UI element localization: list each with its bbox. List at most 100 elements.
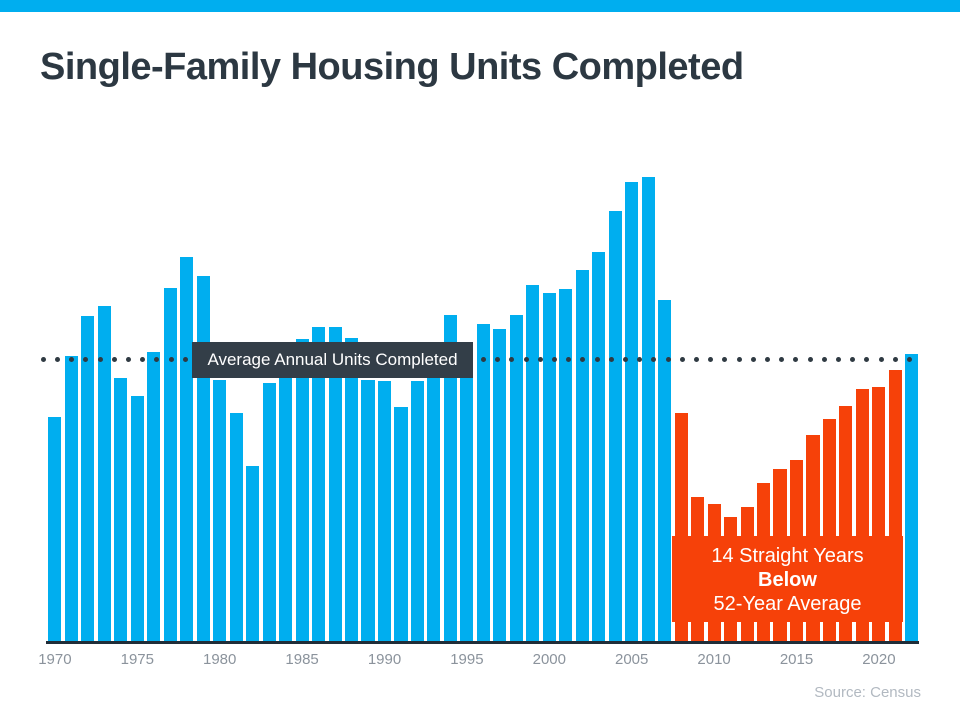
header-accent-bar xyxy=(0,0,960,12)
average-line-dot xyxy=(750,356,756,362)
average-line-dot xyxy=(892,356,898,362)
average-line-dot xyxy=(40,356,46,362)
bar-1986 xyxy=(312,327,326,642)
bar-2001 xyxy=(559,289,573,642)
average-line-dot xyxy=(906,356,912,362)
average-line-dot xyxy=(509,356,515,362)
bar-2000 xyxy=(542,293,556,642)
bar-1995 xyxy=(460,350,474,642)
bar-1980 xyxy=(213,380,227,642)
average-line-dot xyxy=(566,356,572,362)
bar-2005 xyxy=(625,182,639,642)
bar-2002 xyxy=(575,270,589,642)
average-line-dot xyxy=(140,356,146,362)
average-line-dot xyxy=(807,356,813,362)
annotation-line-2: Below xyxy=(758,569,817,591)
bar-1983 xyxy=(262,383,276,642)
x-tick-2000: 2000 xyxy=(532,651,566,668)
average-line-label: Average Annual Units Completed xyxy=(192,342,473,378)
average-line-dot xyxy=(168,356,174,362)
annotation-line-1: 14 Straight Years xyxy=(711,545,864,567)
bar-1994 xyxy=(443,315,457,642)
average-line-dot xyxy=(722,356,728,362)
average-line-dot xyxy=(779,356,785,362)
average-line-dot xyxy=(736,356,742,362)
bar-2004 xyxy=(608,211,622,642)
x-tick-2020: 2020 xyxy=(862,651,896,668)
bar-1991 xyxy=(394,407,408,642)
average-line-dot xyxy=(182,356,188,362)
average-line-dot xyxy=(125,356,131,362)
bar-1993 xyxy=(427,357,441,642)
bar-1985 xyxy=(295,339,309,642)
bar-2003 xyxy=(592,252,606,642)
average-line-dot xyxy=(69,356,75,362)
average-line-dot xyxy=(793,356,799,362)
x-tick-1985: 1985 xyxy=(285,651,319,668)
average-line-dot xyxy=(97,356,103,362)
x-tick-2015: 2015 xyxy=(779,651,814,668)
bar-1997 xyxy=(493,329,507,642)
bar-1978 xyxy=(180,257,194,642)
bar-1970 xyxy=(48,417,62,642)
average-line-dot xyxy=(637,356,643,362)
bar-2022 xyxy=(905,354,919,642)
average-line-dot xyxy=(693,356,699,362)
bar-1976 xyxy=(147,352,161,642)
x-tick-2010: 2010 xyxy=(697,651,731,668)
bar-1984 xyxy=(279,363,293,642)
average-line-dot xyxy=(480,356,486,362)
bar-1988 xyxy=(344,338,359,642)
average-line-dot xyxy=(878,356,884,362)
average-line-dot xyxy=(665,356,671,362)
bar-1998 xyxy=(509,315,523,642)
average-line-dot xyxy=(608,356,614,362)
average-line-dot xyxy=(622,356,628,362)
average-line-dot xyxy=(495,356,501,362)
average-line-dot xyxy=(594,356,600,362)
source-caption: Source: Census xyxy=(814,684,921,701)
bar-1974 xyxy=(114,378,128,642)
average-line-dot xyxy=(83,356,89,362)
bar-1972 xyxy=(81,316,95,642)
x-tick-1995: 1995 xyxy=(450,651,484,668)
bar-1971 xyxy=(64,356,78,642)
bar-1999 xyxy=(526,285,540,642)
annotation-line-3: 52-Year Average xyxy=(713,593,862,615)
average-line-dot xyxy=(764,356,770,362)
average-line-dot xyxy=(537,356,543,362)
average-line-dot xyxy=(821,356,827,362)
x-tick-1980: 1980 xyxy=(203,651,237,668)
average-line-dot xyxy=(551,356,557,362)
average-line-dot xyxy=(651,356,657,362)
average-line-dot xyxy=(850,356,856,362)
bar-1989 xyxy=(361,380,375,642)
bar-1979 xyxy=(196,276,210,642)
below-average-annotation: 14 Straight Years Below 52-Year Average xyxy=(672,536,903,622)
average-line-dot xyxy=(679,356,685,362)
bar-2007 xyxy=(658,300,672,642)
average-line-dot xyxy=(708,356,714,362)
bar-1996 xyxy=(476,324,490,642)
bar-1977 xyxy=(163,288,177,642)
average-line-dot xyxy=(523,356,529,362)
x-tick-1990: 1990 xyxy=(367,651,402,668)
average-line-dot xyxy=(864,356,870,362)
average-line-dot xyxy=(154,356,160,362)
x-axis xyxy=(46,641,919,644)
bar-1975 xyxy=(130,396,144,642)
bar-1973 xyxy=(97,306,111,642)
x-tick-1970: 1970 xyxy=(38,651,72,668)
bar-1982 xyxy=(246,466,260,642)
bar-1990 xyxy=(377,381,392,642)
x-tick-1975: 1975 xyxy=(120,651,154,668)
average-line-dot xyxy=(580,356,586,362)
x-tick-2005: 2005 xyxy=(615,651,649,668)
average-line-dot xyxy=(54,356,60,362)
bar-2006 xyxy=(641,177,655,642)
bar-1987 xyxy=(328,327,342,642)
page-title: Single-Family Housing Units Completed xyxy=(40,46,744,88)
bar-1981 xyxy=(229,413,243,642)
average-line-dot xyxy=(835,356,841,362)
